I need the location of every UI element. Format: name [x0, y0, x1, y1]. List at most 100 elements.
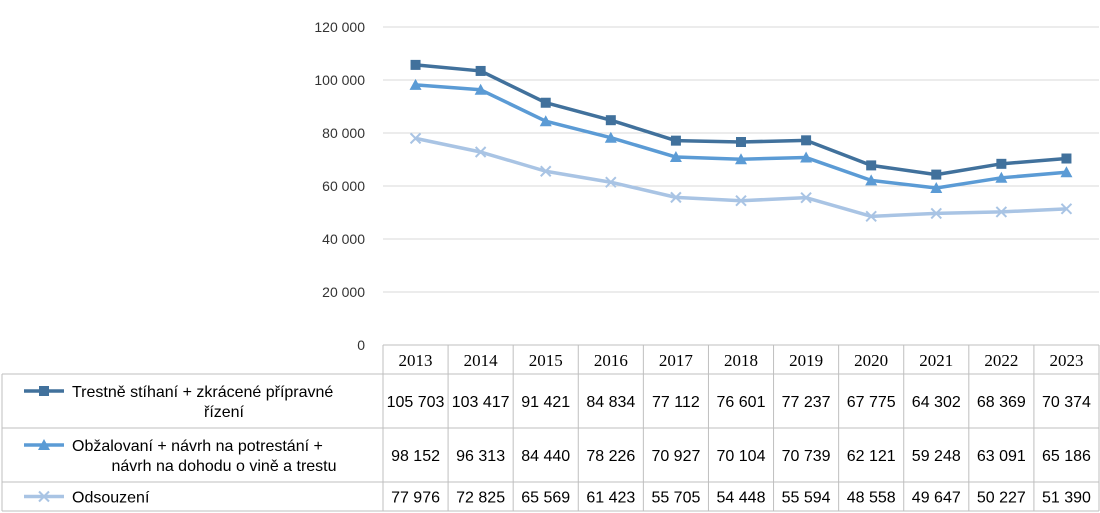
- y-axis-tick-labels: 0 20 000 40 000 60 000 80 000 100 000 120 000: [314, 19, 365, 353]
- data-label: 105 703: [387, 394, 445, 411]
- data-point-square-marker: [605, 115, 616, 126]
- data-point-square-marker: [736, 137, 746, 148]
- y-tick-label: 80 000: [322, 125, 365, 141]
- data-label: 70 104: [717, 448, 766, 465]
- x-marker-stroke: [540, 165, 552, 177]
- data-point-x-marker: [800, 191, 812, 204]
- x-marker-stroke: [995, 206, 1008, 218]
- legend-label: Trestně stíhaní + zkrácené přípravné: [72, 384, 333, 401]
- data-point-square-marker: [996, 158, 1007, 169]
- x-marker-stroke: [670, 191, 682, 204]
- data-label: 72 825: [456, 490, 505, 507]
- data-point-x-marker: [409, 132, 422, 145]
- x-tick-label: 2014: [464, 351, 499, 370]
- data-label: 55 705: [651, 490, 700, 507]
- data-point-square-marker: [866, 160, 877, 171]
- x-marker-stroke: [735, 195, 747, 207]
- data-point-triangle-marker: [1060, 166, 1073, 178]
- data-point-triangle-marker: [995, 171, 1008, 183]
- data-label: 91 421: [521, 394, 570, 411]
- data-point-x-marker: [540, 165, 552, 177]
- x-tick-label: 2018: [724, 351, 758, 370]
- data-point-triangle-marker: [930, 181, 943, 193]
- data-point-x-marker: [38, 490, 50, 503]
- data-label: 96 313: [456, 448, 505, 465]
- data-point-x-marker: [995, 206, 1008, 218]
- data-point-x-marker: [735, 195, 747, 207]
- legend-swatch: [24, 439, 64, 450]
- data-point-square-marker: [931, 169, 942, 180]
- data-point-triangle-marker: [409, 78, 422, 90]
- legend-label: návrh na dohodu o vině a trestu: [111, 458, 336, 475]
- data-label: 54 448: [717, 490, 766, 507]
- series: [409, 132, 1073, 223]
- series-line: [415, 83, 1067, 190]
- data-label: 68 369: [977, 394, 1026, 411]
- data-point-x-marker: [930, 207, 942, 220]
- data-label: 78 226: [586, 448, 635, 465]
- data-point-triangle-marker: [735, 153, 747, 165]
- y-tick-label: 20 000: [322, 284, 365, 300]
- data-label: 84 440: [521, 448, 570, 465]
- series-lines: [409, 59, 1073, 223]
- x-marker-stroke: [865, 210, 877, 223]
- x-marker-stroke: [800, 191, 812, 204]
- data-label: 65 186: [1042, 448, 1091, 465]
- data-label: 59 248: [912, 448, 961, 465]
- data-point-triangle-marker: [474, 83, 487, 95]
- data-point-triangle-marker: [669, 151, 682, 163]
- data-label: 70 927: [651, 448, 700, 465]
- data-point-square-marker: [410, 59, 421, 70]
- data-point-triangle-marker: [539, 115, 552, 127]
- data-table: 2013 2014 2015 2016 2017 2018 2019 2020 2021 2022…: [1, 344, 1100, 512]
- data-point-square-marker: [670, 135, 681, 146]
- x-tick-label: 2016: [594, 351, 628, 370]
- data-point-x-marker: [474, 146, 487, 158]
- legend-label: řízení: [204, 404, 245, 421]
- data-point-x-marker: [1060, 203, 1073, 215]
- x-tick-label: 2019: [789, 351, 823, 370]
- data-label: 61 423: [586, 490, 635, 507]
- data-point-triangle-marker: [800, 151, 813, 163]
- data-point-x-marker: [865, 210, 877, 223]
- x-marker-stroke: [409, 132, 422, 145]
- data-point-square-marker: [475, 65, 486, 76]
- data-label: 51 390: [1042, 490, 1091, 507]
- legend-label: Obžalovaní + návrh na potrestání +: [72, 438, 323, 455]
- x-marker-stroke: [38, 490, 50, 503]
- data-label: 70 739: [782, 448, 831, 465]
- data-label: 84 834: [586, 394, 635, 411]
- y-tick-label: 60 000: [322, 178, 365, 194]
- x-tick-label: 2015: [529, 351, 563, 370]
- data-label: 77 237: [782, 394, 831, 411]
- data-label: 77 112: [652, 394, 700, 411]
- x-tick-label: 2021: [919, 351, 953, 370]
- y-tick-label: 0: [357, 337, 365, 353]
- data-label: 63 091: [977, 448, 1026, 465]
- x-marker-stroke: [930, 207, 942, 220]
- data-label: 98 152: [391, 448, 440, 465]
- series-line: [415, 136, 1067, 219]
- y-tick-label: 120 000: [314, 19, 365, 35]
- data-label: 62 121: [847, 448, 896, 465]
- data-label: 70 374: [1042, 394, 1091, 411]
- series: [410, 59, 1072, 180]
- legend-swatch: [24, 386, 64, 396]
- x-tick-label: 2020: [854, 351, 888, 370]
- data-label: 49 647: [912, 490, 961, 507]
- data-point-x-marker: [605, 176, 617, 188]
- data-label: 55 594: [782, 490, 831, 507]
- data-point-triangle-marker: [604, 131, 617, 143]
- data-label: 65 569: [521, 490, 570, 507]
- data-point-x-marker: [670, 191, 682, 204]
- x-marker-stroke: [605, 176, 617, 188]
- data-label: 50 227: [977, 490, 1026, 507]
- x-tick-label: 2017: [659, 351, 694, 370]
- y-tick-label: 100 000: [314, 72, 365, 88]
- y-tick-label: 40 000: [322, 231, 365, 247]
- data-label: 48 558: [847, 490, 896, 507]
- data-label: 77 976: [391, 490, 440, 507]
- data-label: 103 417: [452, 394, 510, 411]
- data-point-square-marker: [801, 135, 812, 146]
